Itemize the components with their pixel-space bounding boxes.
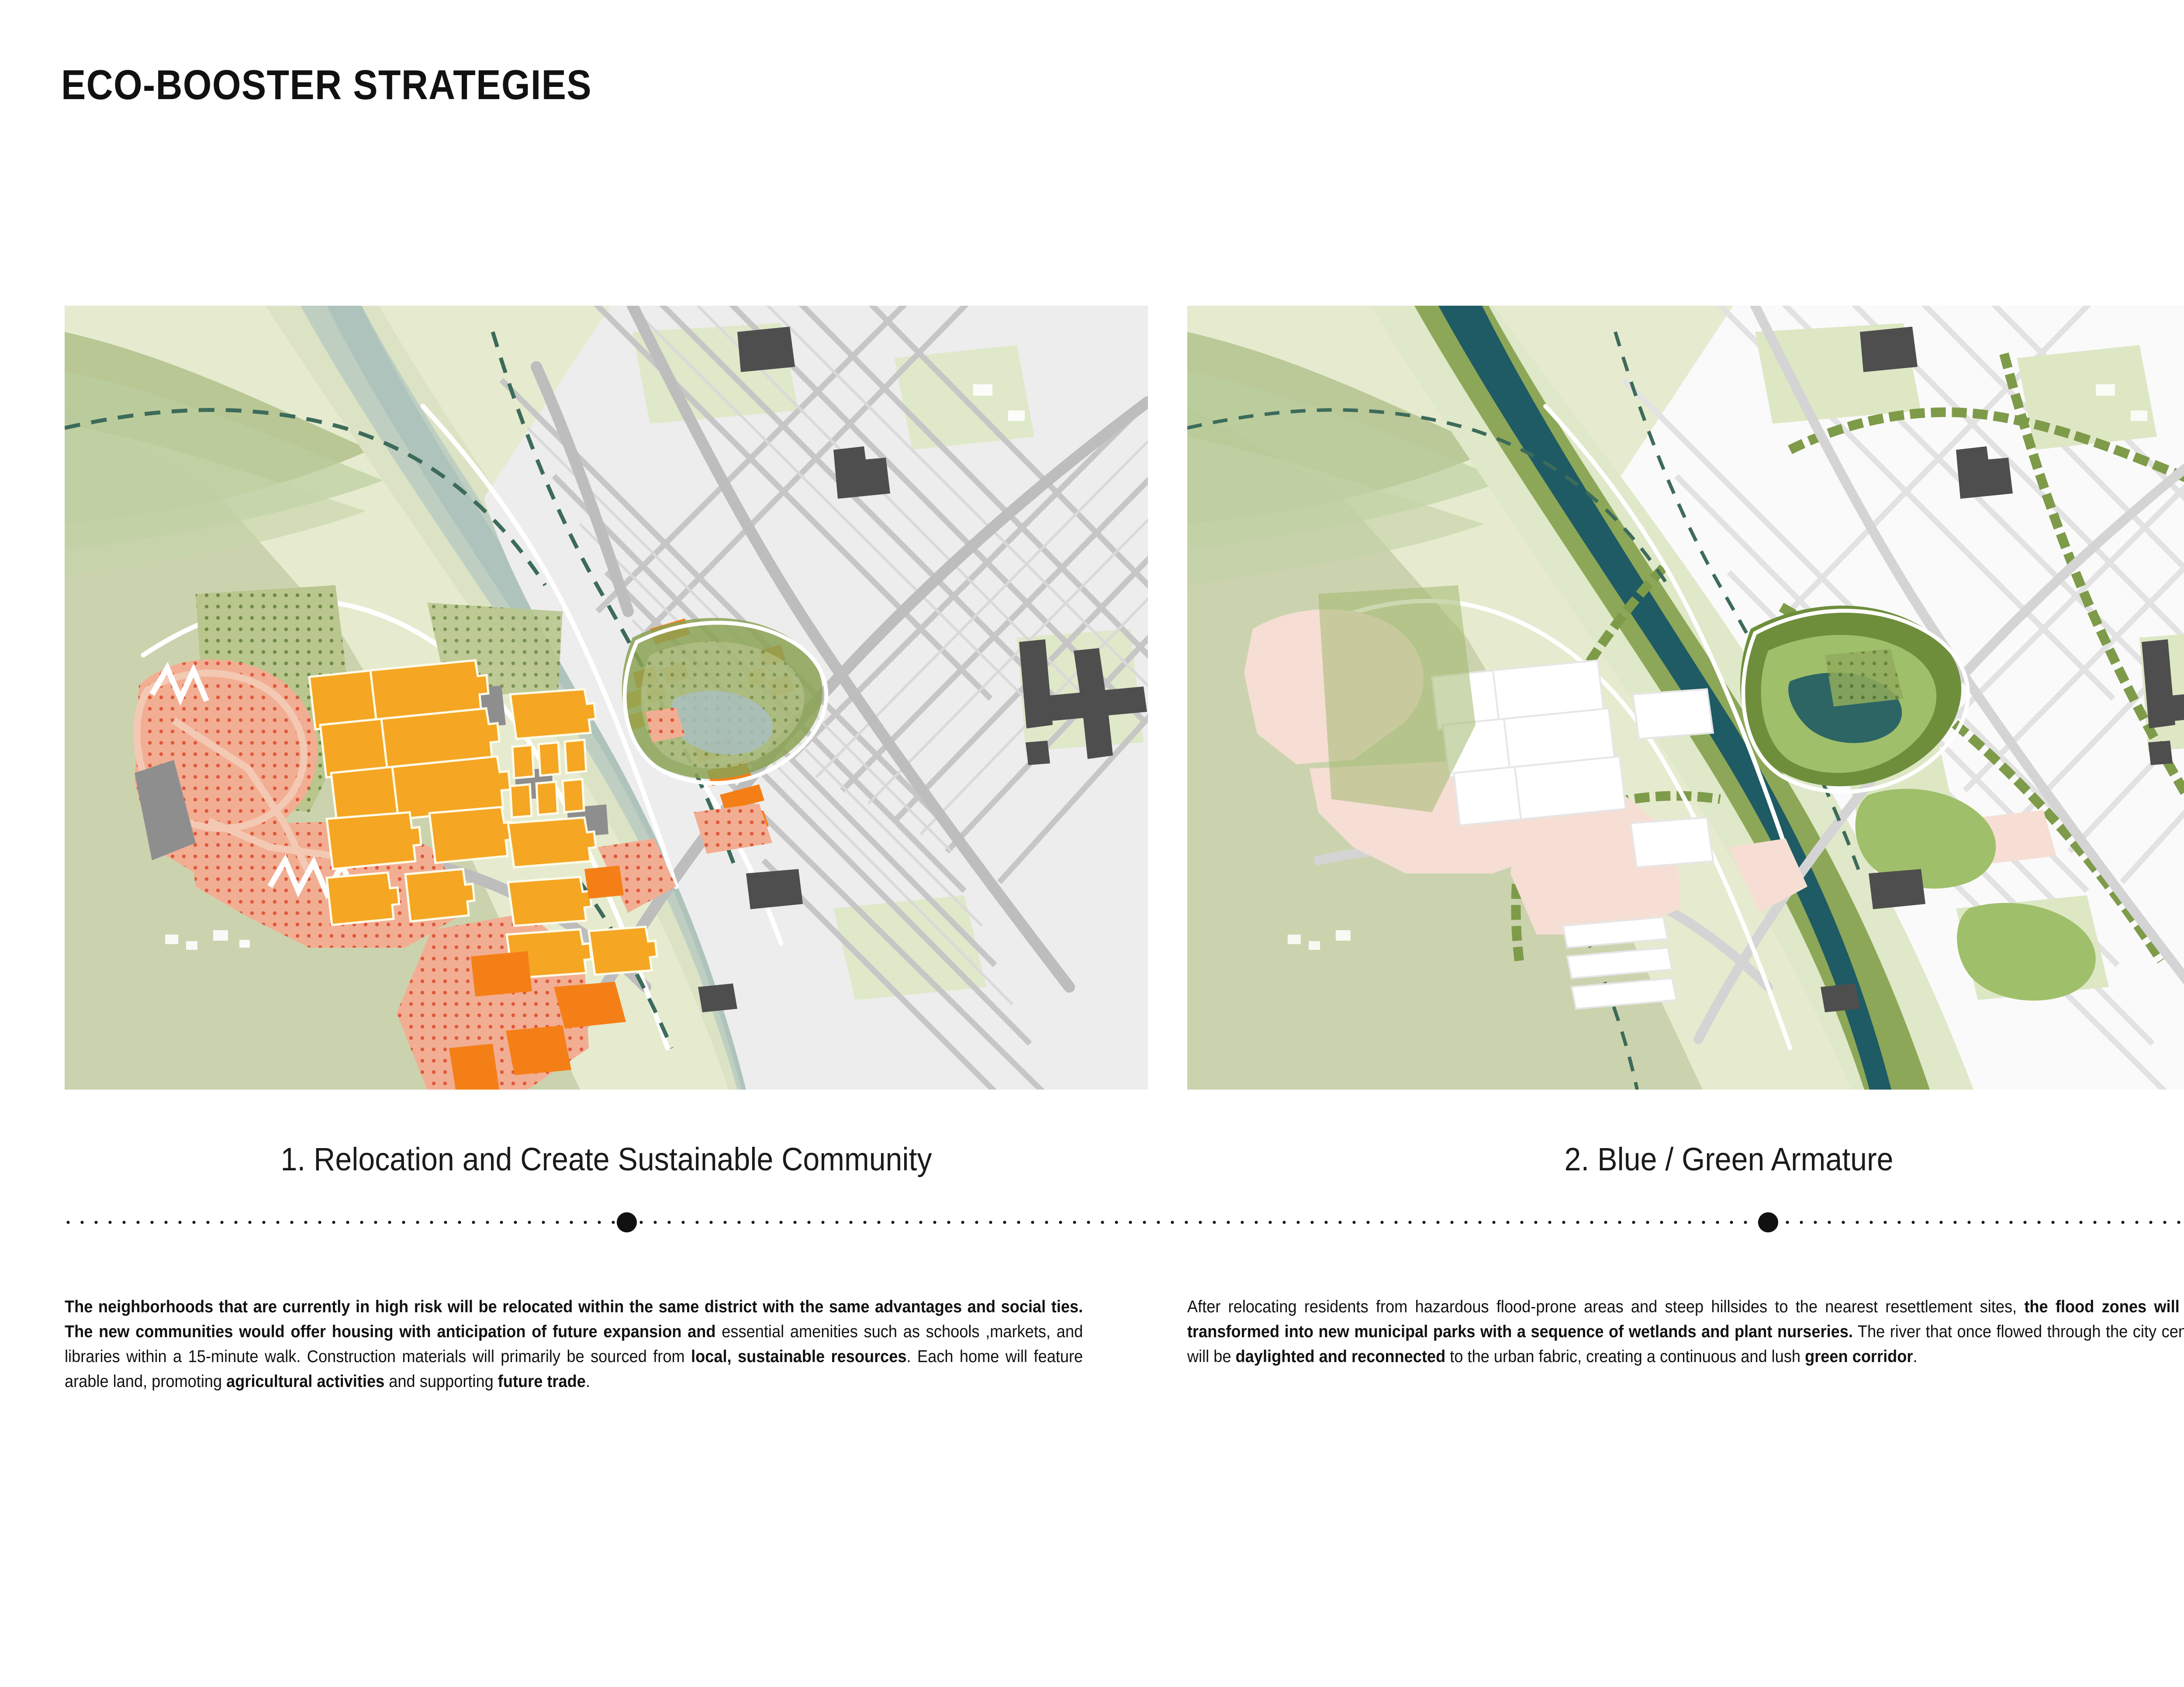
dotted-divider	[61, 1210, 2184, 1236]
panel-title-1: 1. Relocation and Create Sustainable Com…	[280, 1141, 932, 1177]
panel-title-2: 2. Blue / Green Armature	[1564, 1141, 1894, 1177]
map-image-1	[65, 306, 1148, 1090]
page-title: ECO-BOOSTER STRATEGIES	[61, 62, 592, 108]
map-panel-relocation[interactable]	[65, 306, 1148, 1090]
caption-1: The neighborhoods that are currently in …	[65, 1297, 1083, 1391]
divider-dotted-line	[61, 1219, 2184, 1225]
caption-2: After relocating residents from hazardou…	[1187, 1297, 2184, 1366]
divider-bullet-2	[1758, 1212, 1778, 1232]
map-panel-blue-green-armature[interactable]	[1187, 306, 2184, 1090]
divider-bullet-1	[617, 1212, 637, 1232]
panel-row: CENTENARIO PARK	[0, 306, 2184, 1090]
map-image-2	[1187, 306, 2184, 1090]
